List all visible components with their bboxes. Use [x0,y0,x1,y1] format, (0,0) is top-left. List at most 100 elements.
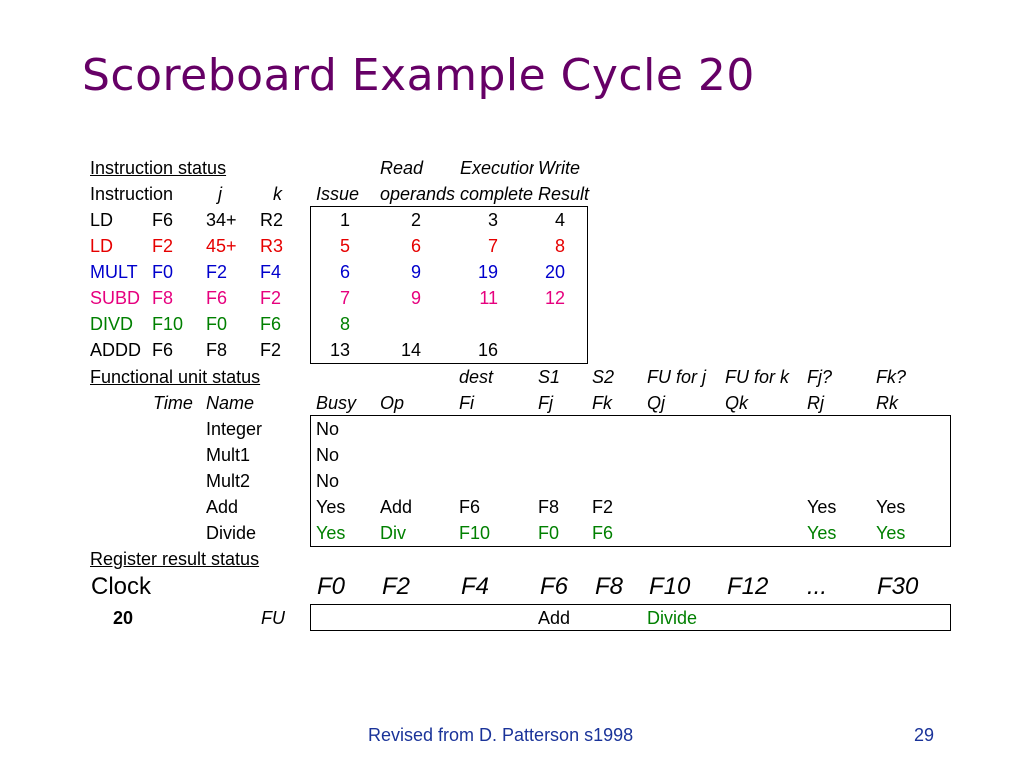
fu-name-cell: Mult2 [206,471,251,491]
fu-header-fj: Fj [538,393,553,413]
instr-dest-cell: F6 [152,340,174,360]
instr-write-cell: 20 [544,262,565,282]
fu-name-cell: Divide [206,523,257,543]
instr-exec-cell: 11 [479,288,498,308]
instr-issue-cell: 13 [329,340,350,360]
fu-name-cell: Add [206,497,239,517]
fu-header-fu-for-j: FU for j [647,367,707,387]
instr-write-cell: 12 [544,288,565,308]
register-header-cell: F30 [877,573,919,600]
instr-dest-cell: F2 [152,236,174,256]
header-j: j [218,184,222,204]
header-write-top: Write [538,158,580,178]
fu-fi-cell: F6 [459,497,481,517]
instr-issue-cell: 1 [339,210,350,230]
instr-read-cell: 2 [410,210,421,230]
page-number: 29 [914,725,935,745]
fu-header-fj-ready: Fj? [807,367,833,387]
register-header-cell: F12 [727,573,769,600]
register-header-cell: F2 [382,573,411,600]
fu-row-label: FU [261,608,285,628]
fu-busy-cell: No [316,471,340,491]
fu-rk-cell: Yes [876,497,906,517]
instr-j-cell: 34+ [206,210,237,230]
instr-op-cell: MULT [90,262,138,282]
fu-name-cell: Mult1 [206,445,251,465]
register-header-cell: ... [807,573,828,600]
fu-fj-cell: F8 [538,497,560,517]
instr-k-cell: F4 [260,262,282,282]
fu-busy-cell: No [316,419,340,439]
instr-exec-cell: 19 [477,262,498,282]
register-fu-cell: Divide [647,608,698,628]
fu-header-s1: S1 [538,367,561,387]
fu-header-name: Name [206,393,255,413]
register-header-cell: F4 [461,573,490,600]
instr-op-cell: DIVD [90,314,134,334]
fu-header-s2: S2 [592,367,615,387]
register-header-cell: F10 [649,573,691,600]
fu-busy-cell: Yes [316,523,346,543]
instr-dest-cell: F10 [152,314,184,334]
instr-issue-cell: 5 [339,236,350,256]
instr-op-cell: SUBD [90,288,141,308]
instr-op-cell: ADDD [90,340,142,360]
fu-name-cell: Integer [206,419,263,439]
instr-read-cell: 14 [400,340,421,360]
instr-k-cell: R2 [260,210,284,230]
fu-header-rk: Rk [876,393,898,413]
instr-write-cell: 4 [554,210,565,230]
instr-k-cell: F2 [260,340,282,360]
register-header-cell: F8 [595,573,624,600]
functional-unit-status-box [310,415,951,547]
header-exec: complete [460,184,534,204]
clock-label: Clock [91,573,152,600]
instr-k-cell: F2 [260,288,282,308]
clock-value: 20 [113,608,134,628]
fu-header-time: Time [153,393,193,413]
instr-read-cell: 9 [410,262,421,282]
instr-issue-cell: 8 [339,314,350,334]
fu-header-op: Op [380,393,405,413]
fu-header-fi: Fi [459,393,474,413]
instr-k-cell: F6 [260,314,282,334]
slide-title: Scoreboard Example Cycle 20 [82,50,755,101]
instr-j-cell: F0 [206,314,228,334]
instr-write-cell: 8 [554,236,565,256]
instruction-status-box [310,206,588,364]
instr-dest-cell: F8 [152,288,174,308]
fu-header-fu-for-k: FU for k [725,367,790,387]
instr-j-cell: F8 [206,340,228,360]
fu-fk-cell: F6 [592,523,614,543]
fu-header-qk: Qk [725,393,749,413]
header-instruction: Instruction [90,184,174,204]
fu-header-busy: Busy [316,393,357,413]
register-fu-cell: Add [538,608,571,628]
header-read: operands [380,184,456,204]
instr-exec-cell: 16 [477,340,498,360]
header-read-top: Read [380,158,424,178]
fu-busy-cell: No [316,445,340,465]
footer-credit: Revised from D. Patterson s1998 [368,725,634,745]
fu-busy-cell: Yes [316,497,346,517]
fu-fk-cell: F2 [592,497,614,517]
header-exec-top: Execution [460,158,534,178]
fu-rk-cell: Yes [876,523,906,543]
fu-rj-cell: Yes [807,497,837,517]
fu-header-rj: Rj [807,393,824,413]
fu-header-dest: dest [459,367,494,387]
fu-fi-cell: F10 [459,523,491,543]
fu-rj-cell: Yes [807,523,837,543]
fu-header-qj: Qj [647,393,665,413]
instr-read-cell: 6 [410,236,421,256]
instr-j-cell: F6 [206,288,228,308]
instr-issue-cell: 6 [339,262,350,282]
instr-read-cell: 9 [410,288,421,308]
instr-k-cell: R3 [260,236,284,256]
register-result-box [310,604,951,631]
instr-j-cell: F2 [206,262,228,282]
register-header-cell: F0 [317,573,346,600]
instr-j-cell: 45+ [206,236,237,256]
instr-dest-cell: F0 [152,262,174,282]
instr-op-cell: LD [90,210,114,230]
